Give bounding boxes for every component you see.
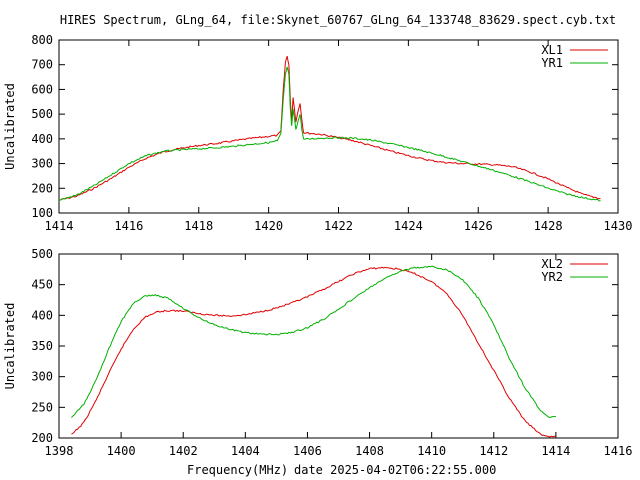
y-axis-label: Uncalibrated (3, 303, 17, 390)
legend-label: XL2 (541, 257, 563, 271)
x-tick-label: 1410 (417, 444, 446, 458)
y-tick-label: 400 (31, 132, 53, 146)
x-tick-label: 1406 (293, 444, 322, 458)
y-tick-label: 700 (31, 58, 53, 72)
x-tick-label: 1412 (479, 444, 508, 458)
y-tick-label: 300 (31, 157, 53, 171)
top-spectrum-panel: 1414 1416 1418 1420 1422 1424 1426 1428 1430 100 2… (3, 33, 632, 233)
y-tick-label: 300 (31, 370, 53, 384)
y-tick-label: 500 (31, 107, 53, 121)
x-tick-label: 1398 (45, 444, 74, 458)
y-tick-label: 800 (31, 33, 53, 47)
y-tick-label: 400 (31, 308, 53, 322)
x-tick-label: 1416 (604, 444, 633, 458)
x-tick-label: 1400 (107, 444, 136, 458)
x-tick-label: 1424 (394, 219, 423, 233)
x-tick-label: 1414 (45, 219, 74, 233)
x-tick-label: 1404 (231, 444, 260, 458)
y-tick-label: 500 (31, 247, 53, 261)
y-axis-label: Uncalibrated (3, 83, 17, 170)
legend-label: XL1 (541, 43, 563, 57)
x-tick-label: 1426 (464, 219, 493, 233)
chart-title: HIRES Spectrum, GLng_64, file:Skynet_607… (60, 13, 616, 27)
x-tick-label: 1416 (114, 219, 143, 233)
date-label: date 2025-04-02T06:22:55.000 (294, 463, 496, 477)
x-axis-label: Frequency(MHz) (187, 463, 288, 477)
plot-frame (58, 39, 619, 214)
y-tick-label: 250 (31, 400, 53, 414)
series-line-xl1 (58, 55, 601, 201)
y-tick-label: 450 (31, 278, 53, 292)
bottom-spectrum-panel: 1398 1400 1402 1404 1406 1408 1410 1412 1414 1416… (3, 247, 632, 458)
x-tick-label: 1408 (355, 444, 384, 458)
x-axis-label-text: Frequency(MHz) (187, 463, 288, 477)
x-tick-label: 1402 (169, 444, 198, 458)
y-tick-label: 100 (31, 206, 53, 220)
legend-label: YR2 (541, 270, 563, 284)
y-tick-label: 200 (31, 431, 53, 445)
x-tick-label: 1428 (534, 219, 563, 233)
x-tick-label: 1414 (541, 444, 570, 458)
x-tick-label: 1420 (254, 219, 283, 233)
series-line-yr2 (71, 265, 556, 418)
x-tick-label: 1422 (324, 219, 353, 233)
series-line-xl2 (71, 266, 556, 438)
x-tick-label: 1418 (184, 219, 213, 233)
x-tick-label: 1430 (604, 219, 633, 233)
legend-label: YR1 (541, 56, 563, 70)
y-tick-label: 200 (31, 181, 53, 195)
series-line-yr1 (58, 66, 601, 202)
y-tick-label: 350 (31, 339, 53, 353)
y-tick-label: 600 (31, 82, 53, 96)
